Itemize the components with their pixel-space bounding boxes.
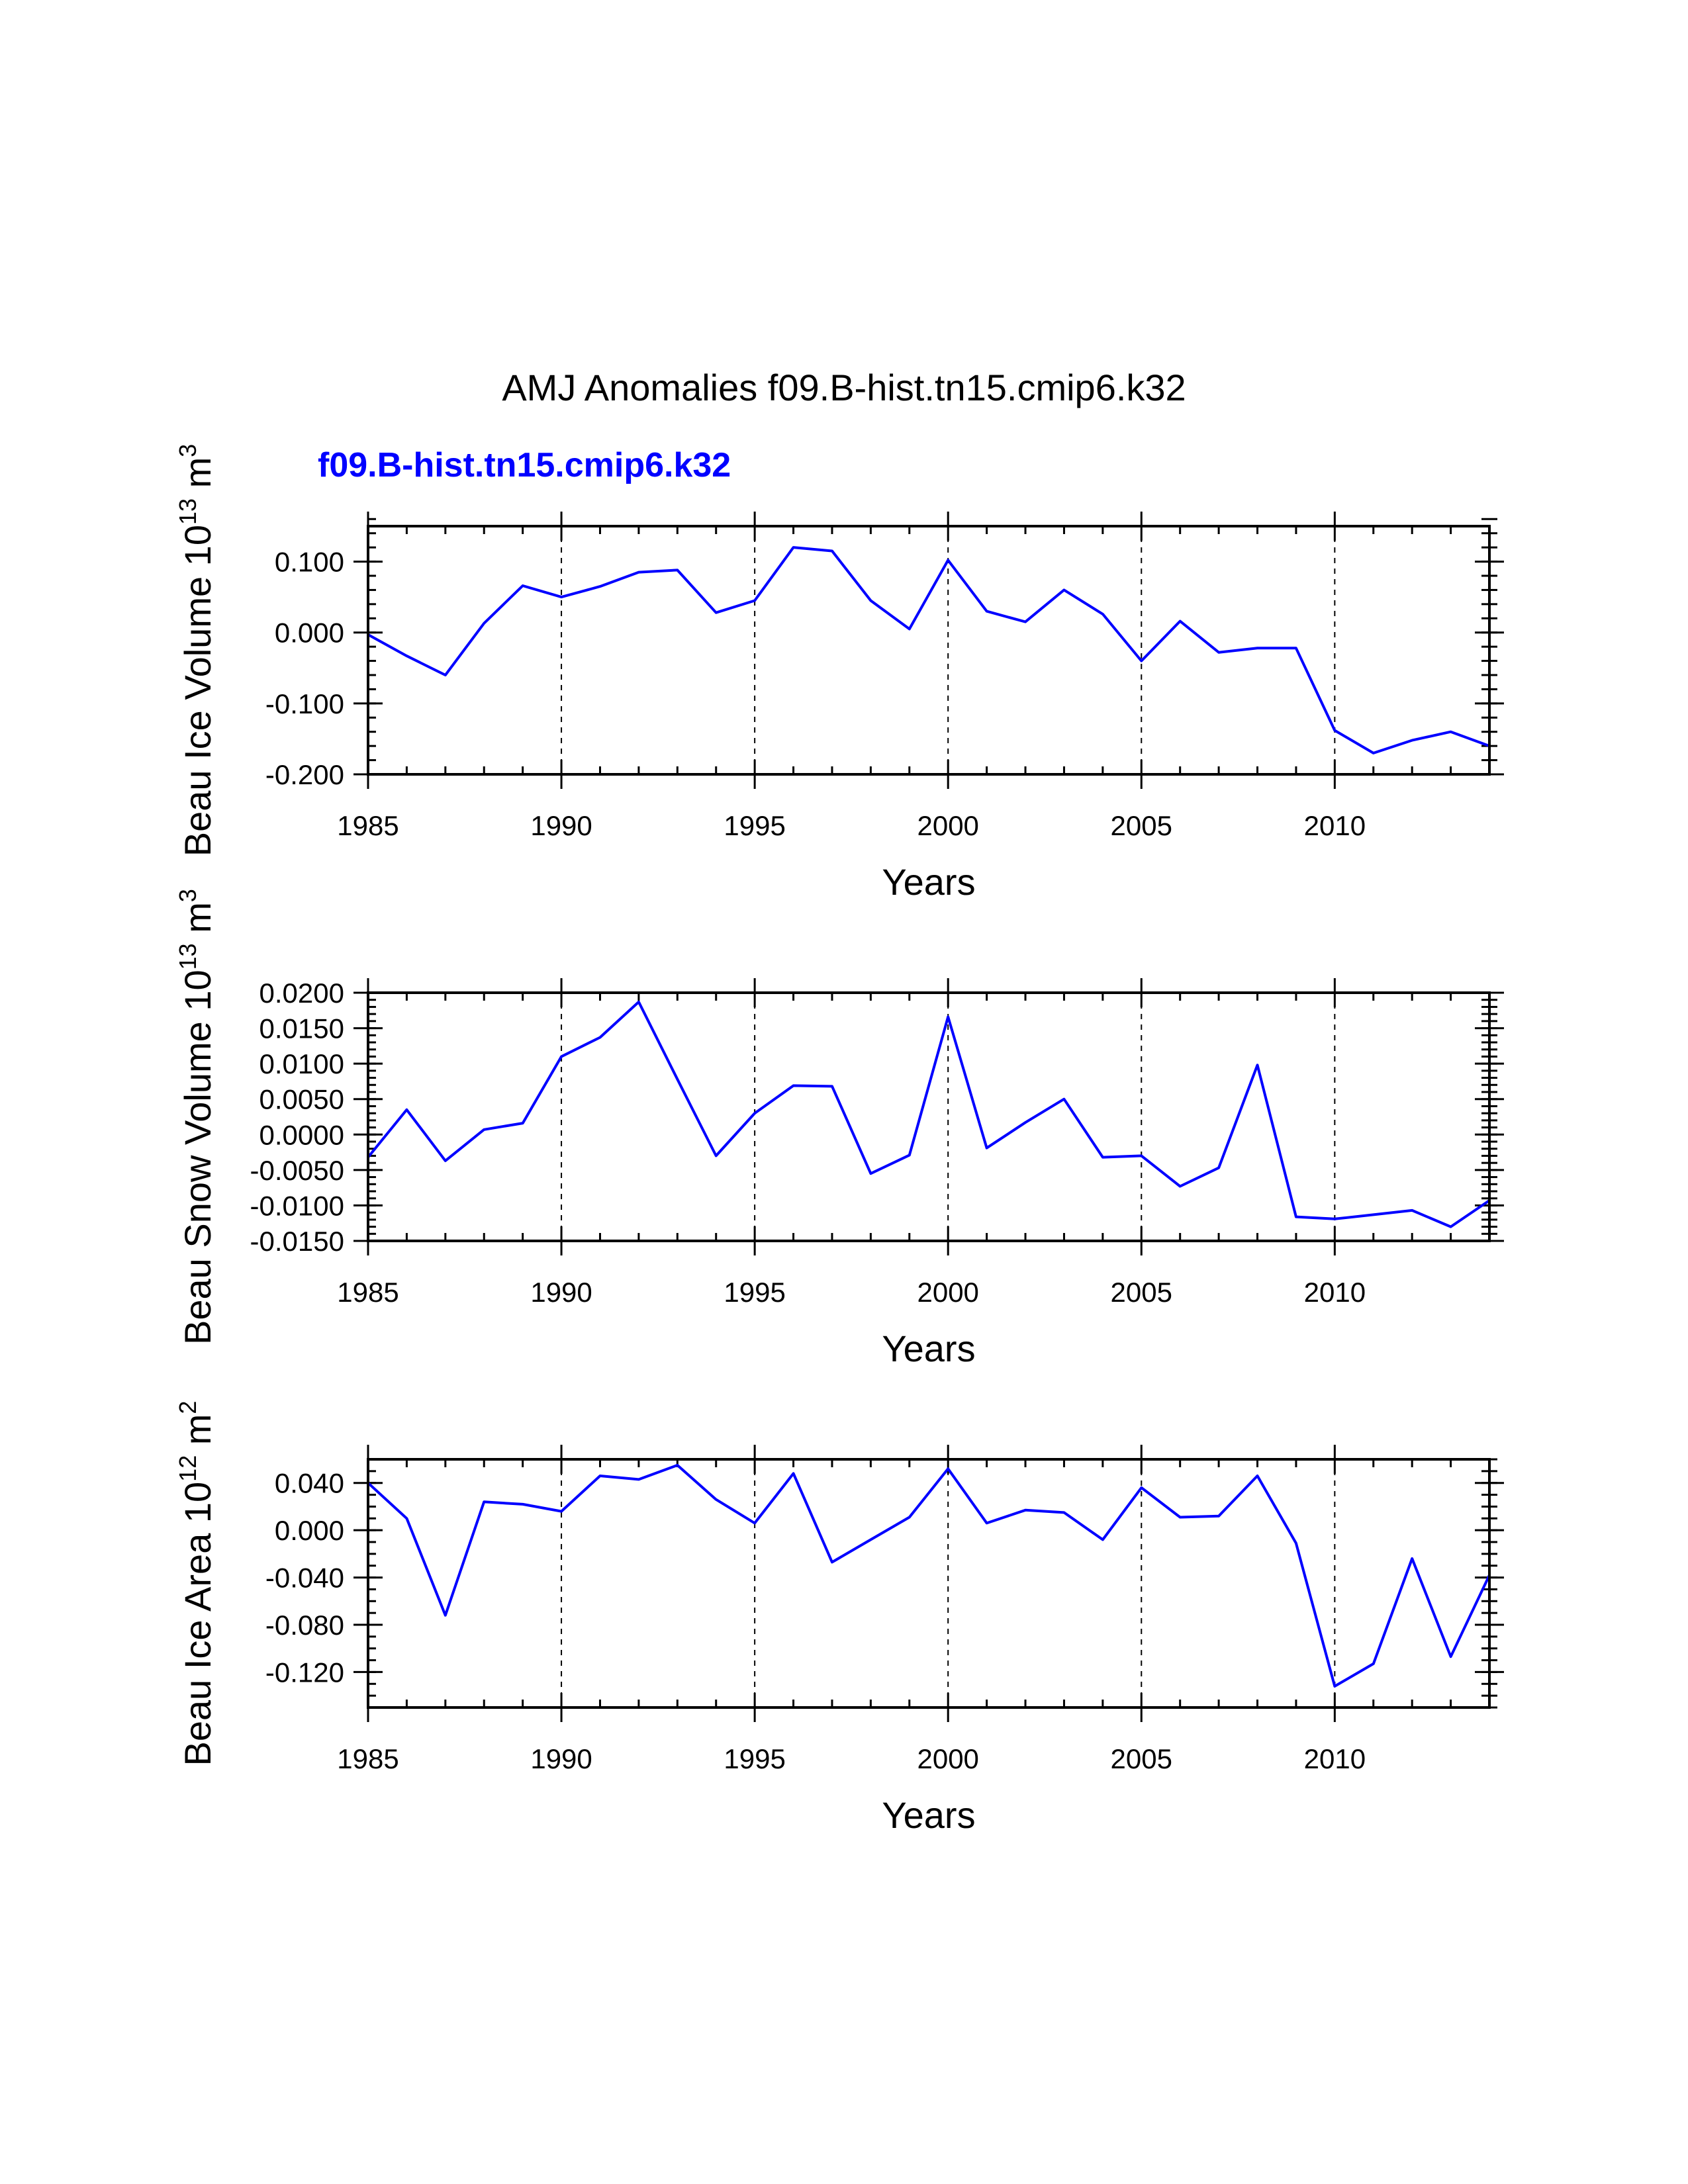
x-tick-label: 2000: [917, 1277, 978, 1308]
x-tick-label: 1995: [724, 1277, 785, 1308]
series-line: [367, 1463, 1491, 1688]
series-line: [367, 1000, 1491, 1228]
x-axis-title: Years: [882, 861, 975, 903]
x-axis-title: Years: [882, 1328, 975, 1369]
x-tick-label: 2005: [1111, 1743, 1172, 1774]
y-tick-label: 0.0050: [259, 1084, 344, 1115]
x-tick-label: 2005: [1111, 810, 1172, 841]
y-axis-title-unit: m: [177, 457, 218, 498]
plot-frame: [367, 525, 1491, 776]
y-tick-label: -0.0150: [250, 1226, 344, 1257]
x-tick-label: 2000: [917, 1743, 978, 1774]
case-subtitle: f09.B-hist.tn15.cmip6.k32: [318, 446, 731, 484]
x-tick-label: 2005: [1111, 1277, 1172, 1308]
plot-frame: [367, 1458, 1491, 1709]
chart-panel-1: -0.200 -0.100 0.000 0.100 1985 1990 1995 2000 20…: [174, 444, 1504, 903]
y-axis-title-unit-exponent: 3: [174, 444, 201, 457]
x-tick-label: 2010: [1304, 1277, 1366, 1308]
y-axis-title: Beau Ice Area 1012 m2: [174, 1401, 218, 1766]
y-axis-title-unit-exponent: 3: [174, 889, 201, 902]
x-tick-label: 1995: [724, 1743, 785, 1774]
x-tick-label: 1985: [337, 810, 399, 841]
y-axis-title-main: Beau Ice Area 10: [177, 1482, 218, 1766]
x-tick-label: 2010: [1304, 810, 1366, 841]
x-tick-label: 1990: [530, 1277, 592, 1308]
y-axis-title-unit: m: [177, 1414, 218, 1455]
x-tick-label: 1990: [530, 1743, 592, 1774]
y-axis-title: Beau Ice Volume 1013 m3: [174, 444, 218, 857]
x-tick-label: 1990: [530, 810, 592, 841]
x-tick-label: 1995: [724, 810, 785, 841]
plot-frame: [367, 991, 1491, 1242]
y-axis-title-unit-exponent: 2: [174, 1401, 201, 1414]
y-tick-label: -0.040: [265, 1563, 344, 1594]
y-tick-label: 0.000: [275, 617, 344, 649]
x-tick-label: 2010: [1304, 1743, 1366, 1774]
y-tick-label: -0.100: [265, 688, 344, 719]
y-tick-label: 0.0100: [259, 1048, 344, 1079]
x-tick-label: 2000: [917, 810, 978, 841]
y-tick-label: 0.0200: [259, 978, 344, 1009]
y-tick-label: 0.0000: [259, 1119, 344, 1150]
y-axis-title-exponent: 13: [174, 498, 201, 525]
series-line: [367, 546, 1490, 754]
y-axis-title-unit: m: [177, 902, 218, 943]
y-tick-label: 0.100: [275, 547, 344, 578]
y-axis-title-main: Beau Snow Volume 10: [177, 970, 218, 1345]
y-tick-label: -0.080: [265, 1610, 344, 1641]
chart-panel-2: -0.0150 -0.0100 -0.0050 0.0000 0.0050 0.0100 0…: [174, 889, 1504, 1369]
x-tick-label: 1985: [337, 1277, 399, 1308]
y-tick-label: 0.000: [275, 1515, 344, 1546]
figure-title: AMJ Anomalies f09.B-hist.tn15.cmip6.k32: [502, 367, 1186, 408]
x-axis-title: Years: [882, 1794, 975, 1836]
y-tick-label: -0.120: [265, 1657, 344, 1688]
y-axis-title-main: Beau Ice Volume 10: [177, 525, 218, 856]
chart-panel-3: -0.120 -0.080 -0.040 0.000 0.040 1985 1990 1995…: [174, 1401, 1504, 1836]
y-tick-label: -0.200: [265, 759, 344, 790]
y-tick-label: 0.040: [275, 1468, 344, 1499]
y-axis-title-exponent: 13: [174, 943, 201, 970]
x-tick-label: 1985: [337, 1743, 399, 1774]
y-axis-title: Beau Snow Volume 1013 m3: [174, 889, 218, 1345]
y-tick-label: -0.0050: [250, 1155, 344, 1186]
y-tick-label: 0.0150: [259, 1013, 344, 1044]
y-tick-label: -0.0100: [250, 1190, 344, 1221]
y-axis-title-exponent: 12: [174, 1455, 201, 1482]
